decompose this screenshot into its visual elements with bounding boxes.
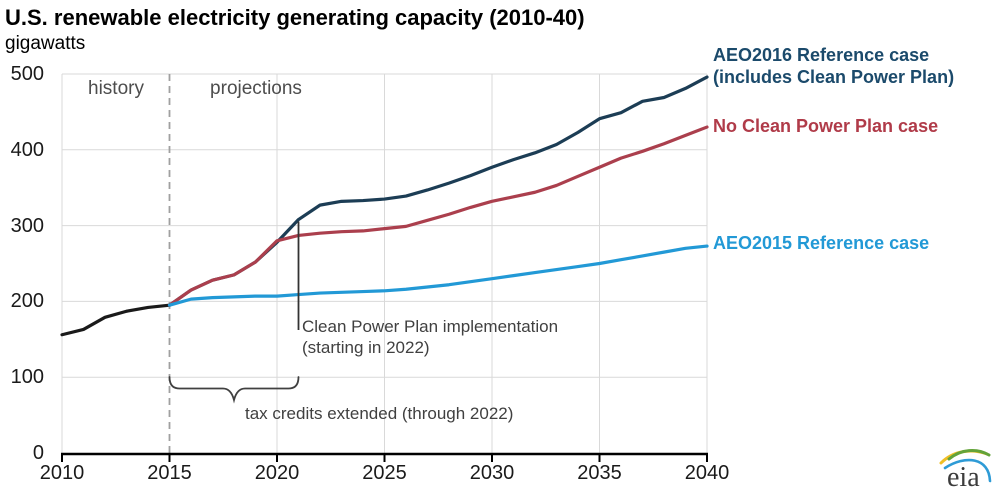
eia-logo-blue-swoosh <box>943 458 992 483</box>
legend-aeo2015-reference-case: AEO2015 Reference case <box>713 233 930 253</box>
x-tick-label: 2025 <box>362 462 407 484</box>
chart-unit-label: gigawatts <box>5 33 86 54</box>
chart-title: U.S. renewable electricity generating ca… <box>5 5 585 30</box>
legend-no-clean-power-plan-case: No Clean Power Plan case <box>713 116 939 136</box>
y-tick-label: 100 <box>10 366 44 389</box>
y-tick-label: 0 <box>32 442 44 464</box>
x-tick-label: 2020 <box>254 462 300 484</box>
y-tick-label: 300 <box>10 214 44 237</box>
y-tick-label: 200 <box>10 290 44 313</box>
annotation-cpp-line2: (starting in 2022) <box>302 338 430 357</box>
projections-zone-label: projections <box>210 78 302 99</box>
annotation-cpp-line1: Clean Power Plan implementation <box>302 317 559 336</box>
y-tick-label: 400 <box>10 138 44 161</box>
annotation-clean-power-plan: Clean Power Plan implementation (startin… <box>302 316 558 358</box>
x-tick-label: 2035 <box>577 462 622 484</box>
x-tick-label: 2010 <box>39 462 85 484</box>
legend-aeo2016-line2: (includes Clean Power Plan) <box>713 67 955 87</box>
legend-aeo2016-line1: AEO2016 Reference case <box>713 45 930 65</box>
x-tick-label: 2015 <box>147 462 192 484</box>
eia-logo: eia <box>939 449 992 493</box>
series-line-aeo2015-reference-case <box>167 244 709 307</box>
history-zone-label: history <box>88 78 144 99</box>
series-line-history <box>60 303 172 337</box>
legend-aeo2016-reference-case: AEO2016 Reference case (includes Clean P… <box>713 44 954 88</box>
annotation-tax-credits: tax credits extended (through 2022) <box>245 404 514 423</box>
eia-logo-text: eia <box>947 462 980 493</box>
series-line-no-clean-power-plan-case <box>167 125 709 307</box>
x-tick-label: 2040 <box>684 462 730 484</box>
tax-credit-brace <box>168 376 300 404</box>
y-tick-label: 500 <box>10 63 44 85</box>
series-line-aeo2016-reference-case-includes-clean-power-plan <box>167 75 709 307</box>
x-tick-label: 2030 <box>469 462 515 484</box>
eia-logo-green-swoosh <box>947 449 991 461</box>
